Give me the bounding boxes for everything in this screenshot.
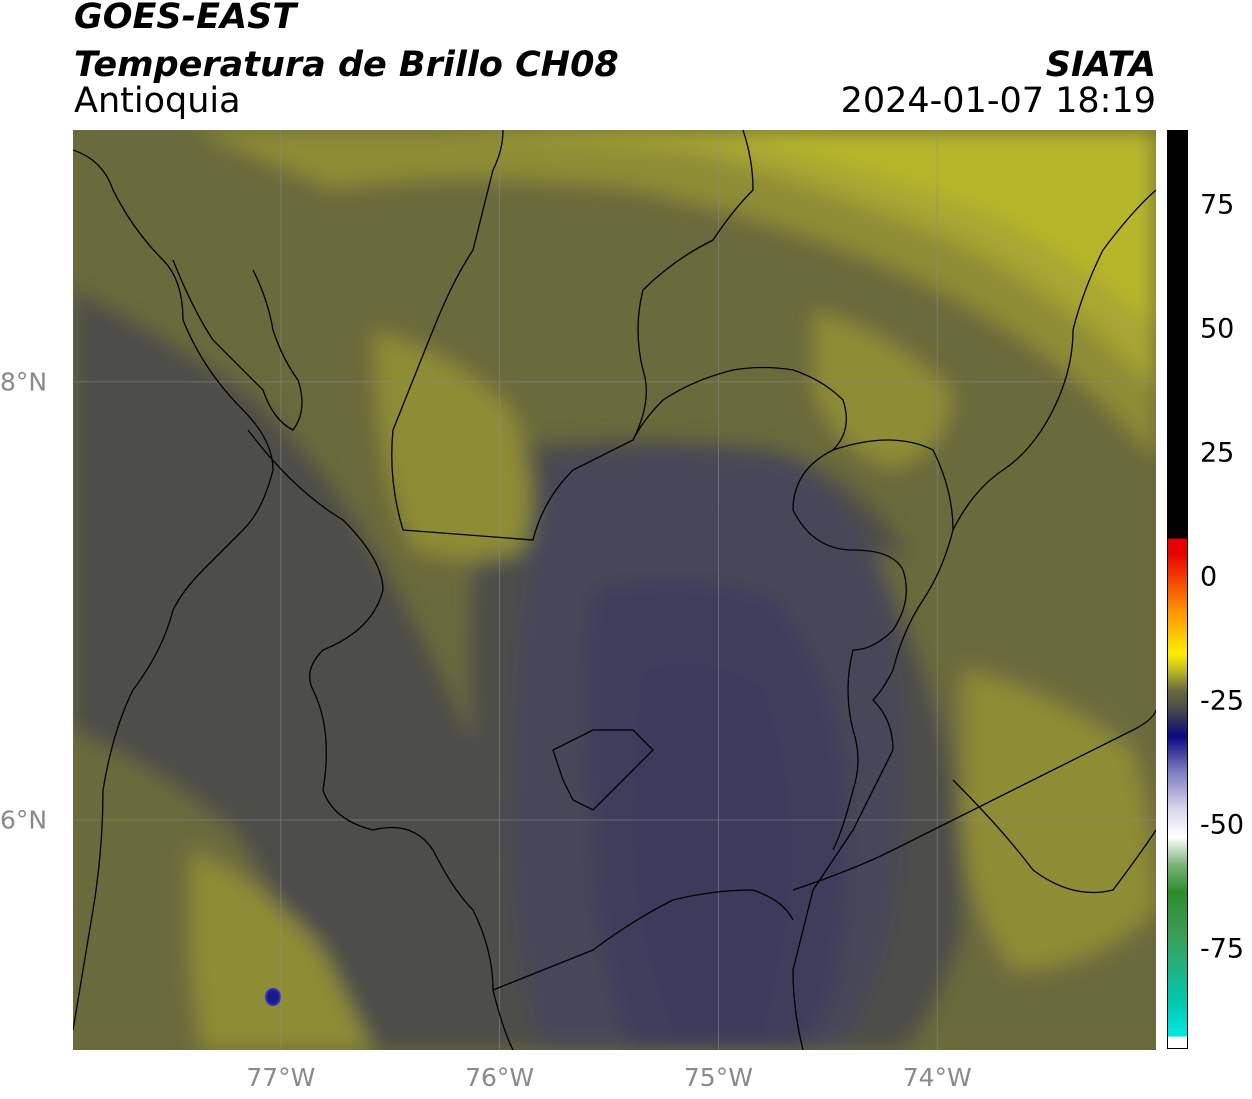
colorbar-tick-75: 75: [1200, 189, 1235, 221]
boundary-choco-antioquia: [247, 429, 514, 1050]
cold-cloud-spot: [265, 988, 281, 1006]
colorbar-tick-50: 50: [1200, 313, 1235, 345]
coastline-gulf: [172, 259, 303, 431]
colorbar-tick-minus25: -25: [1200, 685, 1245, 717]
lat-tick-8n: 8°N: [0, 367, 48, 397]
organization-label: SIATA: [1045, 45, 1156, 85]
boundary-antioquia-north: [391, 130, 504, 531]
title-satellite: GOES-EAST: [74, 0, 297, 37]
boundary-boyaca: [792, 709, 1156, 891]
colorbar-gradient: [1168, 131, 1187, 1048]
map-panel[interactable]: [73, 130, 1156, 1050]
lon-tick-77w: 77°W: [246, 1063, 316, 1092]
timestamp-label: 2024-01-07 18:19: [840, 81, 1156, 121]
temperature-field: [73, 130, 1156, 1050]
title-region: Antioquia: [74, 81, 241, 121]
boundary-antioquia-east: [792, 439, 954, 1050]
colorbar-tick-25: 25: [1200, 437, 1235, 469]
boundaries: [73, 130, 1156, 1050]
boundary-medellin: [552, 729, 654, 811]
colorbar-tick-0: 0: [1200, 561, 1218, 593]
coastline-west: [73, 149, 274, 1031]
boundary-caldas: [492, 889, 794, 991]
brightness-temperature-map: [73, 130, 1156, 1050]
colorbar: [1167, 130, 1188, 1049]
lat-tick-6n: 6°N: [0, 805, 48, 835]
gridlines: [73, 130, 1156, 1050]
boundary-bolivar: [632, 130, 754, 441]
boundary-santander: [952, 189, 1156, 531]
lon-tick-76w: 76°W: [465, 1063, 535, 1092]
boundary-cordoba: [402, 366, 907, 851]
boundary-east-lower: [952, 779, 1156, 894]
colorbar-tick-minus75: -75: [1200, 933, 1245, 965]
lon-tick-74w: 74°W: [902, 1063, 972, 1092]
lon-tick-75w: 75°W: [683, 1063, 753, 1092]
title-product: Temperatura de Brillo CH08: [74, 45, 619, 85]
colorbar-tick-minus50: -50: [1200, 809, 1245, 841]
